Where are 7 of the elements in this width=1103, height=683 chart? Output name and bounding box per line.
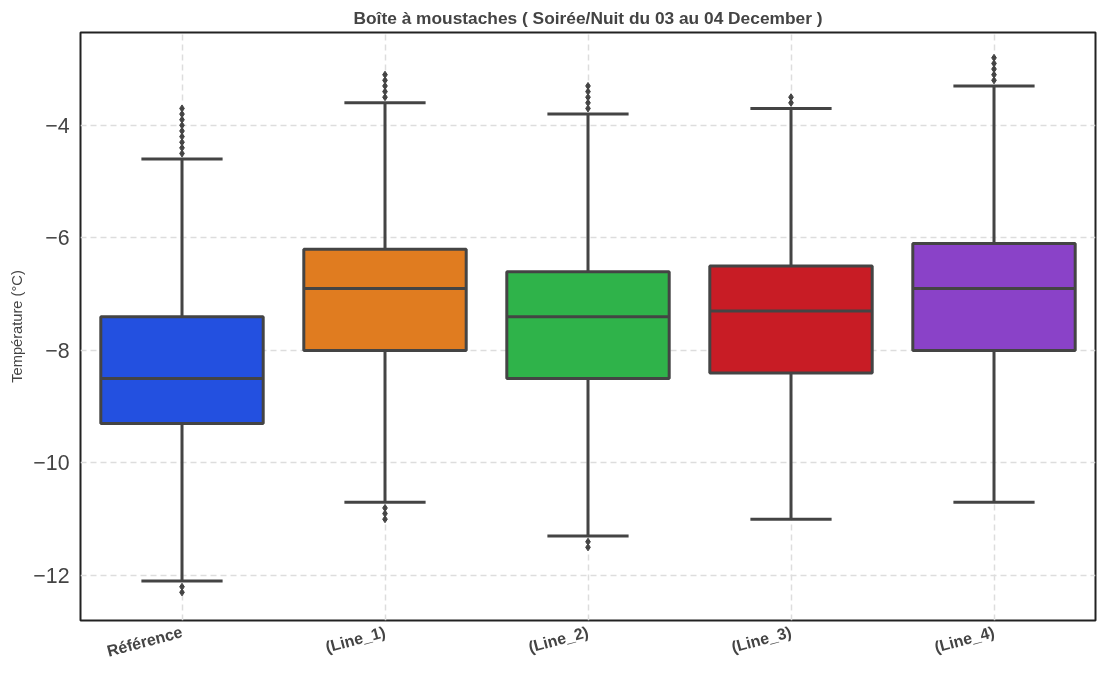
y-axis-title: Température (°C) [9, 270, 26, 383]
y-tick-label: −10 [33, 451, 70, 476]
y-tick-label: −8 [45, 338, 70, 363]
y-tick-label: −6 [45, 226, 70, 251]
y-tick-label: −12 [33, 563, 70, 588]
y-tick-label: −4 [45, 113, 70, 138]
chart-title: Boîte à moustaches ( Soirée/Nuit du 03 au 04 December ) [353, 7, 823, 28]
